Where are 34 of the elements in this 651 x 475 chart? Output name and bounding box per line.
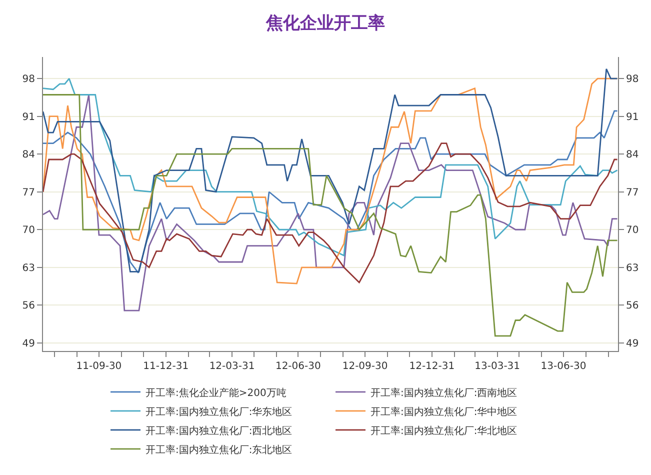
x-tick-label: 12-12-31 bbox=[409, 361, 455, 372]
y2-tick-label: 98 bbox=[626, 74, 639, 86]
y-tick-label: 70 bbox=[22, 225, 35, 236]
y-tick-label: 84 bbox=[22, 150, 35, 161]
y-tick-label: 63 bbox=[22, 262, 35, 274]
legend-label: 开工率:国内独立焦化厂:西南地区 bbox=[370, 386, 518, 399]
legend-label: 开工率:国内独立焦化厂:东北地区 bbox=[146, 444, 292, 456]
y-tick-label: 91 bbox=[22, 112, 35, 123]
y-tick-label: 56 bbox=[22, 300, 35, 312]
legend-label: 开工率:国内独立焦化厂:华东地区 bbox=[146, 406, 292, 418]
x-tick-label: 13-03-31 bbox=[474, 361, 520, 372]
y2-tick-label: 63 bbox=[626, 262, 639, 274]
legend-label: 开工率:焦化企业产能>200万吨 bbox=[146, 386, 286, 399]
chart-title: 焦化企业开工率 bbox=[265, 14, 385, 34]
y-tick-label: 49 bbox=[22, 338, 35, 350]
y2-tick-label: 77 bbox=[626, 187, 639, 198]
legend-label: 开工率:国内独立焦化厂:华北地区 bbox=[370, 424, 518, 437]
x-tick-label: 12-09-30 bbox=[342, 361, 388, 372]
line-series bbox=[43, 142, 618, 284]
legend-label: 开工率:国内独立焦化厂:西北地区 bbox=[146, 424, 292, 437]
x-tick-label: 11-12-31 bbox=[143, 361, 189, 372]
y2-tick-label: 49 bbox=[626, 338, 639, 350]
line-series bbox=[43, 110, 618, 274]
x-tick-label: 12-06-30 bbox=[275, 361, 321, 372]
y-tick-label: 77 bbox=[22, 187, 35, 198]
legend-label: 开工率:国内独立焦化厂:华中地区 bbox=[370, 406, 518, 418]
y2-tick-label: 91 bbox=[626, 112, 639, 123]
x-tick-label: 12-03-31 bbox=[209, 361, 255, 372]
x-tick-label: 13-06-30 bbox=[540, 361, 586, 372]
y2-tick-label: 84 bbox=[626, 150, 639, 161]
x-tick-label: 11-09-30 bbox=[76, 361, 122, 372]
y2-tick-label: 56 bbox=[626, 300, 639, 312]
y2-tick-label: 70 bbox=[626, 225, 639, 236]
y-tick-label: 98 bbox=[22, 74, 35, 86]
